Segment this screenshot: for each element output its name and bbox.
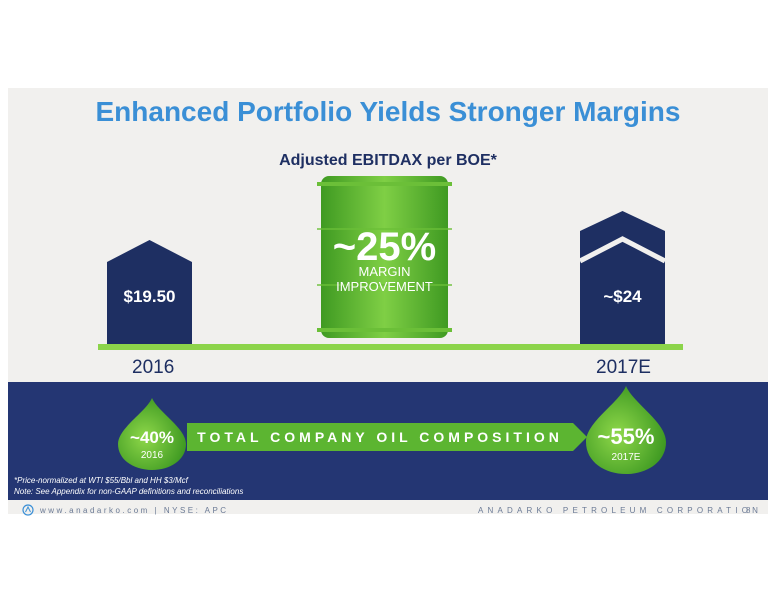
- droplet-icon: [586, 386, 666, 474]
- bar-2017: [580, 211, 665, 346]
- margin-line1: MARGIN: [358, 264, 411, 279]
- oil-drop-2017: ~55% 2017E: [586, 386, 666, 474]
- footnote-nongaap: Note: See Appendix for non-GAAP definiti…: [14, 487, 244, 496]
- oil-2016-year: 2016: [140, 450, 164, 461]
- margin-barrel: ~25% MARGIN IMPROVEMENT: [317, 176, 452, 338]
- chart-baseline: [98, 344, 683, 350]
- anadarko-logo-icon: [22, 504, 34, 516]
- oil-2017-percent: ~55%: [597, 424, 655, 449]
- chevron-stripe: [580, 236, 665, 264]
- year-2017-label: 2017E: [596, 357, 651, 378]
- oil-drop-2016: ~40% 2016: [118, 398, 186, 470]
- footnote-price: *Price-normalized at WTI $55/Bbl and HH …: [14, 476, 188, 485]
- oil-composition-label: TOTAL COMPANY OIL COMPOSITION: [197, 429, 563, 445]
- slide-title: Enhanced Portfolio Yields Stronger Margi…: [95, 96, 681, 127]
- margin-line2: IMPROVEMENT: [336, 279, 433, 294]
- droplet-icon: [118, 398, 186, 470]
- page-number: 8: [746, 506, 751, 515]
- oil-2017-year: 2017E: [611, 452, 641, 463]
- oil-composition-arrow: TOTAL COMPANY OIL COMPOSITION: [187, 423, 587, 451]
- footer-company: ANADARKO PETROLEUM CORPORATION: [478, 506, 763, 515]
- margin-percent: ~25%: [332, 225, 437, 269]
- barrel-icon: [317, 176, 452, 338]
- oil-2016-percent: ~40%: [130, 428, 174, 447]
- bar-2016: [107, 240, 192, 346]
- bar-2017-shape: [580, 211, 665, 346]
- bar-2016-shape: [107, 240, 192, 346]
- bar-2017-value-label: ~$24: [603, 287, 642, 306]
- chart-title: Adjusted EBITDAX per BOE*: [279, 152, 497, 169]
- year-2016-label: 2016: [132, 357, 175, 378]
- footer-website: www.anadarko.com | NYSE: APC: [40, 506, 229, 515]
- arrow-shape: [187, 423, 587, 451]
- bar-2016-value-label: $19.50: [123, 287, 176, 306]
